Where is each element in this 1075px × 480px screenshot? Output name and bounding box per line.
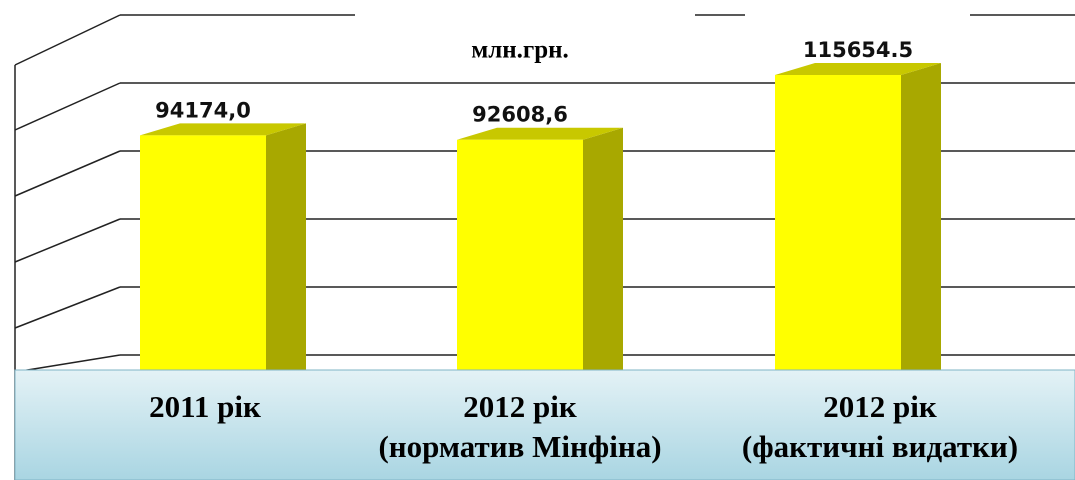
category-label: (норматив Мінфіна) <box>378 429 661 464</box>
bar-side <box>266 123 306 401</box>
wall-line <box>14 218 121 263</box>
wall-line <box>14 14 121 66</box>
value-label: 115654.5 <box>803 38 913 62</box>
category-panel <box>14 369 1075 480</box>
bar-side <box>901 62 941 400</box>
bar <box>775 74 901 400</box>
wall-line <box>14 82 121 131</box>
category-label: 2011 рік <box>149 389 261 424</box>
mask <box>355 6 695 26</box>
wall-line <box>14 354 121 373</box>
unit-label: млн.грн. <box>471 37 569 64</box>
bar-side <box>583 127 623 400</box>
mask <box>745 6 970 26</box>
bars <box>140 62 941 401</box>
bar <box>457 139 583 400</box>
bar-top <box>457 127 623 140</box>
wall-line <box>14 286 121 329</box>
bar-top <box>140 123 306 136</box>
value-label: 92608,6 <box>472 103 568 127</box>
bar <box>140 135 266 400</box>
category-label: (фактичні видатки) <box>742 429 1018 464</box>
bar-top <box>775 62 941 75</box>
category-label: 2012 рік <box>463 389 577 424</box>
category-label: 2012 рік <box>823 389 937 424</box>
wall-line <box>14 150 121 197</box>
value-label: 94174,0 <box>155 98 251 122</box>
